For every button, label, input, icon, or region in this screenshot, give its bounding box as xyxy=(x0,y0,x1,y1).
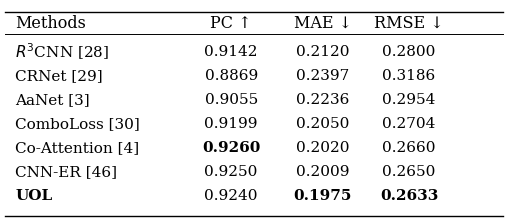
Text: 0.2020: 0.2020 xyxy=(296,141,350,155)
Text: RMSE ↓: RMSE ↓ xyxy=(374,15,444,32)
Text: 0.2236: 0.2236 xyxy=(296,93,350,107)
Text: 0.2120: 0.2120 xyxy=(296,45,350,59)
Text: 0.9142: 0.9142 xyxy=(204,45,258,59)
Text: 0.2633: 0.2633 xyxy=(380,189,438,203)
Text: PC ↑: PC ↑ xyxy=(210,15,252,32)
Text: 0.3186: 0.3186 xyxy=(383,69,435,83)
Text: 0.9260: 0.9260 xyxy=(202,141,260,155)
Text: UOL: UOL xyxy=(15,189,52,203)
Text: MAE ↓: MAE ↓ xyxy=(294,15,352,32)
Text: 0.9240: 0.9240 xyxy=(204,189,258,203)
Text: 0.1975: 0.1975 xyxy=(294,189,352,203)
Text: 0.2660: 0.2660 xyxy=(382,141,436,155)
Text: 0.2954: 0.2954 xyxy=(382,93,436,107)
Text: Methods: Methods xyxy=(15,15,86,32)
Text: $R^3$CNN [28]: $R^3$CNN [28] xyxy=(15,42,109,62)
Text: 0.9250: 0.9250 xyxy=(204,165,258,179)
Text: 0.2650: 0.2650 xyxy=(382,165,436,179)
Text: 0.2009: 0.2009 xyxy=(296,165,350,179)
Text: 0.8869: 0.8869 xyxy=(205,69,258,83)
Text: CNN-ER [46]: CNN-ER [46] xyxy=(15,165,117,179)
Text: 0.9199: 0.9199 xyxy=(204,117,258,131)
Text: 0.2704: 0.2704 xyxy=(382,117,436,131)
Text: 0.2800: 0.2800 xyxy=(382,45,436,59)
Text: Co-Attention [4]: Co-Attention [4] xyxy=(15,141,139,155)
Text: AaNet [3]: AaNet [3] xyxy=(15,93,90,107)
Text: ComboLoss [30]: ComboLoss [30] xyxy=(15,117,140,131)
Text: 0.2397: 0.2397 xyxy=(296,69,349,83)
Text: 0.9055: 0.9055 xyxy=(205,93,258,107)
Text: 0.2050: 0.2050 xyxy=(296,117,350,131)
Text: CRNet [29]: CRNet [29] xyxy=(15,69,103,83)
